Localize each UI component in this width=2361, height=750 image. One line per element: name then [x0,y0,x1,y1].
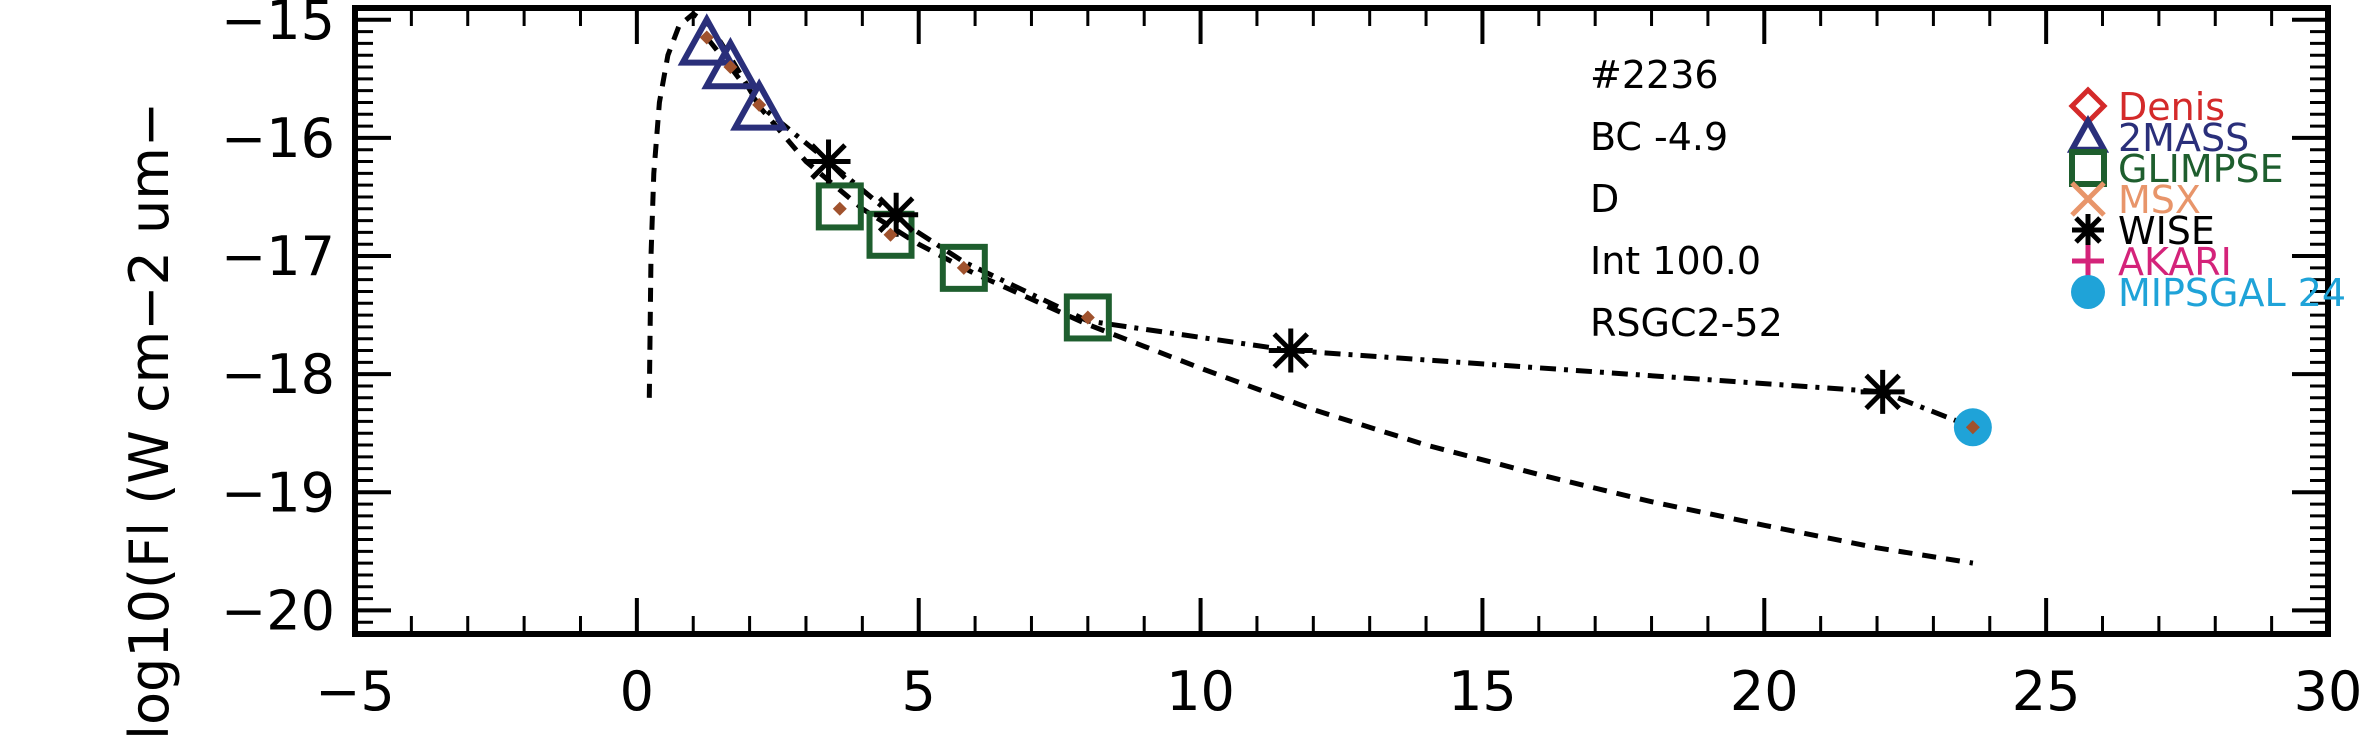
x-tick-label: 15 [1448,660,1517,723]
2mass-point [677,13,736,66]
x-tick-label: 30 [2294,660,2361,723]
data-points [677,13,1992,447]
wise-point [1860,369,1905,414]
annotation-class: D [1590,177,1619,221]
legend-wise-label: WISE [2118,209,2215,253]
y-tick-label: −18 [221,343,335,406]
glimpse-point [1063,293,1112,342]
legend-2mass-icon [2066,114,2110,153]
plot-border [352,5,2331,637]
model-point [699,30,714,45]
legend-mipsgal-24-label: MIPSGAL 24 [2118,271,2346,315]
glimpse-point [815,182,864,231]
x-tick-label: 0 [620,660,654,723]
annotation-id: #2236 [1590,53,1719,97]
legend-mipsgal-24-icon [2071,275,2105,309]
legend-glimpse-icon [2069,149,2107,187]
x-tick-label: 25 [2012,660,2081,723]
wise-point [874,192,919,237]
x-tick-label: 20 [1730,660,1799,723]
model-point [883,227,898,242]
2mass-point [701,36,760,90]
legend-akari-label: AKARI [2118,240,2232,284]
y-tick-label: −20 [221,579,335,642]
model-point [1965,420,1980,435]
glimpse-point [939,243,988,292]
legend-denis-label: Denis [2118,85,2225,129]
x-tick-label: 10 [1166,660,1235,723]
tick-labels: −5 0 5 10 15 20 25 30 −15 −16 −17 −18 −19 −20 [221,0,2361,723]
y-tick-label: −17 [221,225,335,288]
legend-wise-icon [2072,214,2104,246]
y-tick-label: −16 [221,107,335,170]
y-tick-label: −19 [221,461,335,524]
legend-2mass-label: 2MASS [2118,116,2249,160]
wise-point [1268,328,1313,373]
dashed-model-line [646,10,1974,566]
legend-glimpse-label: GLIMPSE [2118,147,2284,191]
annotation-star: RSGC2-52 [1590,301,1783,345]
legend-msx-icon [2070,181,2106,217]
legend-akari-icon [2072,245,2104,277]
axis-ticks [353,6,2330,636]
x-tick-label: −5 [315,660,395,723]
y-tick-label: −15 [221,0,335,52]
plot-frame [352,5,2331,637]
annotations: #2236 BC -4.9 D Int 100.0 RSGC2-52 [1590,53,1783,345]
annotation-int: Int 100.0 [1590,239,1761,283]
model-point [723,60,738,75]
annotation-bc: BC -4.9 [1590,115,1728,159]
y-axis-title: log10(Fl (W cm−2 um− [118,102,181,740]
model-point [752,97,767,112]
model-point [956,260,971,275]
model-point [1080,310,1095,325]
legend-msx-label: MSX [2118,178,2201,222]
x-tick-label: 5 [902,660,936,723]
2mass-point [730,78,789,131]
wise-point [806,139,851,184]
model-point [832,201,847,216]
model-lines [646,10,1974,566]
